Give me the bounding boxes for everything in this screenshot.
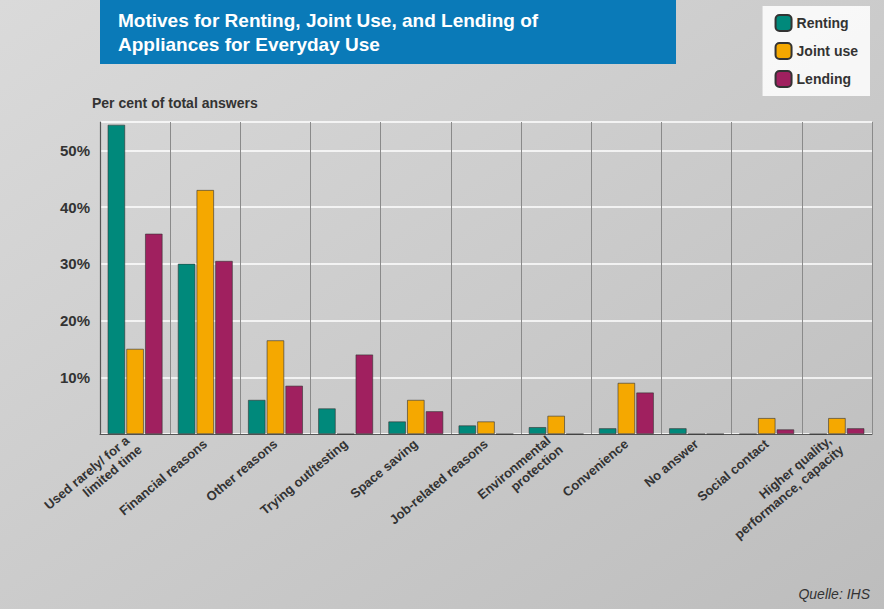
svg-text:Social contact: Social contact [694, 436, 772, 505]
svg-text:Other reasons: Other reasons [203, 436, 280, 504]
svg-text:Renting: Renting [797, 15, 849, 31]
svg-text:40%: 40% [60, 199, 90, 216]
svg-text:Used rarely/ for a: Used rarely/ for a [41, 430, 136, 513]
svg-text:Per cent of total answers: Per cent of total answers [92, 95, 258, 111]
svg-text:10%: 10% [60, 369, 90, 386]
svg-text:Environmental: Environmental [474, 430, 557, 503]
svg-text:Job-related reasons: Job-related reasons [387, 436, 491, 527]
svg-text:Lending: Lending [797, 71, 851, 87]
svg-text:Financial reasons: Financial reasons [116, 436, 210, 518]
svg-text:Convenience: Convenience [560, 436, 632, 500]
svg-text:Appliances for Everyday Use: Appliances for Everyday Use [118, 34, 380, 55]
svg-text:Joint use: Joint use [797, 43, 859, 59]
svg-text:Trying out/testing: Trying out/testing [257, 436, 350, 518]
svg-text:protection: protection [507, 442, 565, 494]
svg-text:Space saving: Space saving [347, 436, 420, 501]
svg-text:30%: 30% [60, 255, 90, 272]
svg-text:50%: 50% [60, 142, 90, 159]
svg-text:limited time: limited time [79, 442, 145, 500]
svg-text:Higher quality,: Higher quality, [756, 430, 837, 502]
svg-text:Quelle: IHS: Quelle: IHS [798, 586, 870, 602]
svg-text:20%: 20% [60, 312, 90, 329]
svg-text:performance, capacity: performance, capacity [731, 442, 847, 543]
svg-text:Motives for Renting, Joint Use: Motives for Renting, Joint Use, and Lend… [118, 10, 543, 31]
svg-text:No answer: No answer [641, 436, 701, 490]
